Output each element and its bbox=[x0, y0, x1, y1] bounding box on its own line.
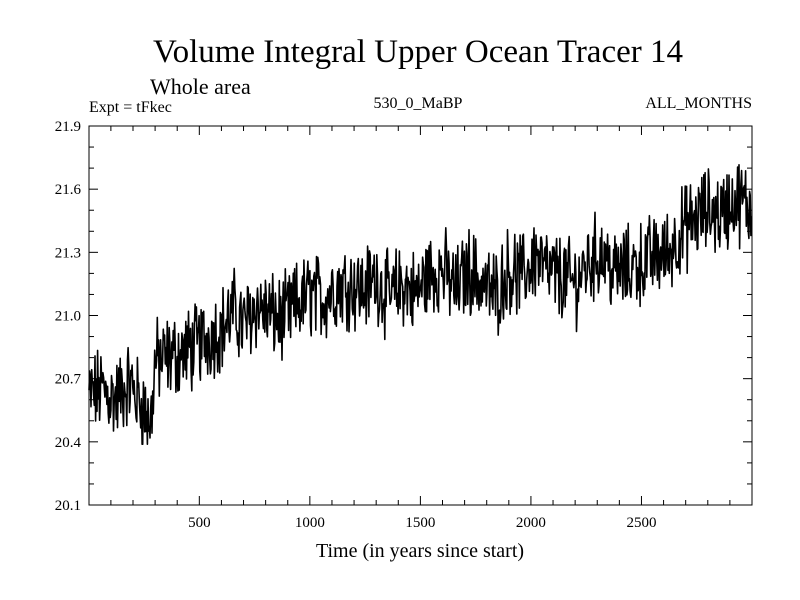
chart-subtitle: Whole area bbox=[150, 74, 251, 99]
y-tick-label: 21.0 bbox=[55, 309, 81, 325]
x-axis-label: Time (in years since start) bbox=[316, 540, 524, 562]
series-line bbox=[88, 164, 753, 445]
chart-title: Volume Integral Upper Ocean Tracer 14 bbox=[153, 34, 683, 70]
y-tick-label: 21.6 bbox=[55, 182, 82, 198]
series-group bbox=[88, 164, 753, 445]
axis-ticks: 500 1000 1500 2000 2500 20.1 20.4 20.7 21.0 21.3 2… bbox=[55, 119, 752, 531]
x-tick-label: 2500 bbox=[626, 515, 656, 531]
experiment-label: Expt = tFkec bbox=[89, 99, 172, 116]
period-label: 530_0_MaBP bbox=[374, 95, 463, 112]
y-tick-label: 20.4 bbox=[55, 435, 82, 451]
x-tick-label: 500 bbox=[188, 515, 211, 531]
months-label: ALL_MONTHS bbox=[645, 95, 752, 112]
y-tick-label: 21.9 bbox=[55, 119, 81, 135]
x-tick-label: 1500 bbox=[405, 515, 435, 531]
y-tick-label: 21.3 bbox=[55, 245, 81, 261]
x-tick-label: 1000 bbox=[295, 515, 325, 531]
x-tick-label: 2000 bbox=[516, 515, 546, 531]
y-tick-label: 20.7 bbox=[55, 372, 82, 388]
y-tick-label: 20.1 bbox=[55, 498, 81, 514]
